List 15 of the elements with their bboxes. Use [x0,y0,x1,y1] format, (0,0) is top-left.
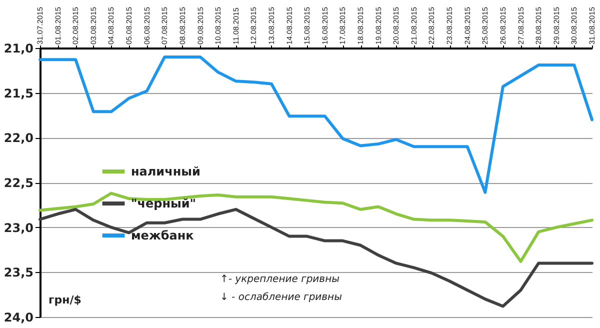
y-tick-label: 21,0 [4,42,34,56]
line-series [38,192,594,263]
annotation: ↑- укрепление гривны [220,274,340,285]
line-series [38,55,594,194]
y-tick-label: 22,0 [4,131,34,146]
legend-label: межбанк [131,228,194,242]
y-tick-label: 22,5 [4,176,34,190]
annotation: ↓ - ослабление гривны [220,292,342,303]
y-tick-label: 24,0 [4,310,34,324]
y-tick-label: 23,0 [4,220,34,235]
y-axis-title: грн/$ [48,294,82,306]
legend-label: наличный [131,164,200,178]
legend-label: "черный" [131,196,196,210]
y-tick-label: 21,5 [4,86,34,100]
y-tick-label: 23,5 [4,266,34,280]
